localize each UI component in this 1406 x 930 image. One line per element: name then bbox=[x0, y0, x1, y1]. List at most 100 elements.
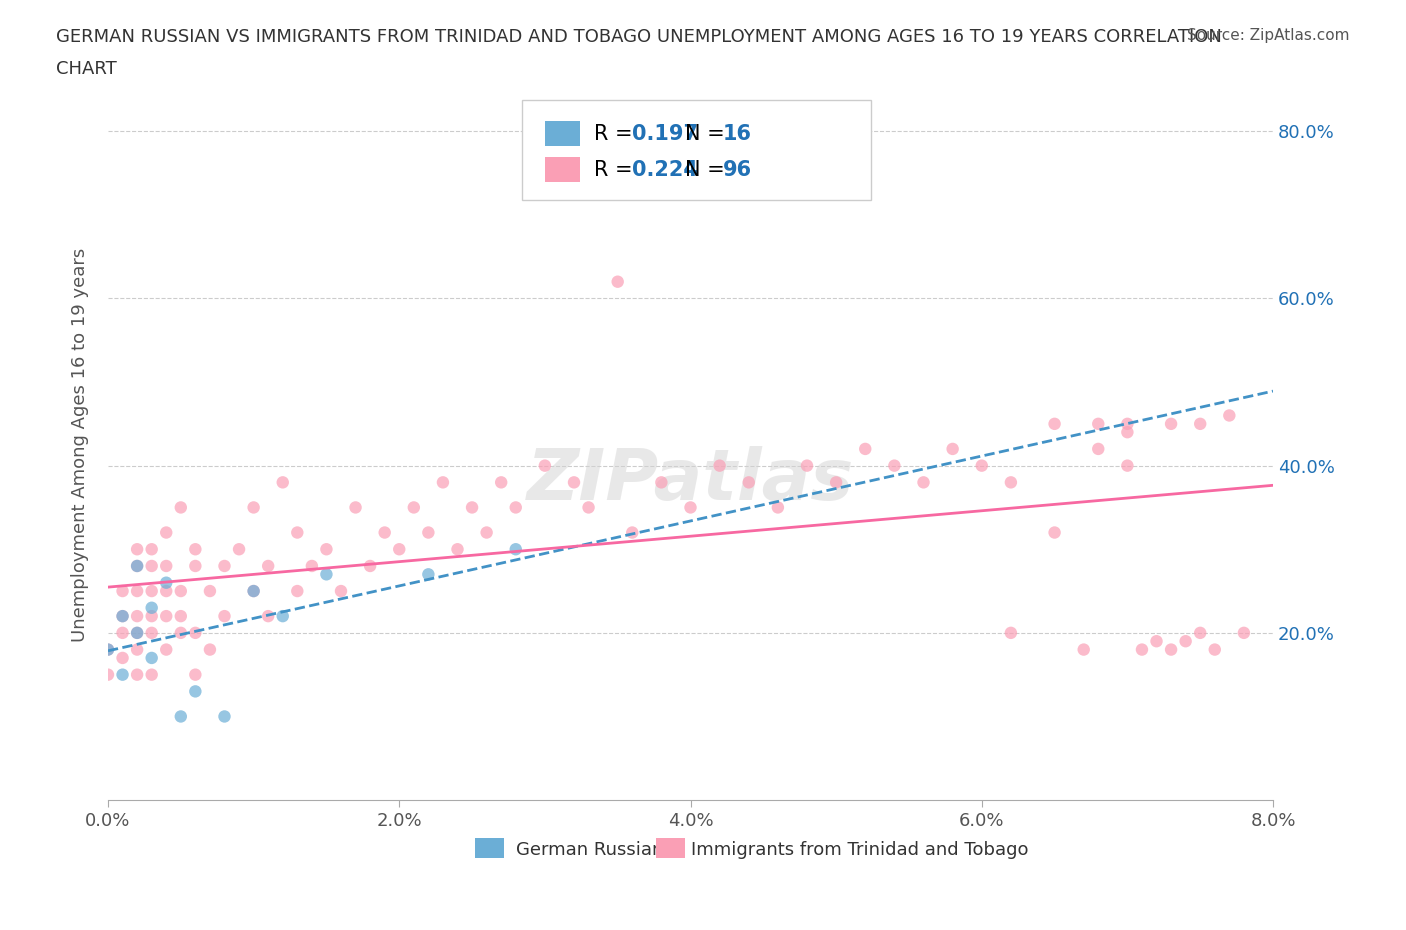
Point bbox=[883, 458, 905, 473]
Text: 0.224: 0.224 bbox=[633, 160, 699, 179]
Text: 16: 16 bbox=[723, 125, 752, 144]
Point bbox=[155, 609, 177, 624]
Point bbox=[141, 601, 163, 616]
Point bbox=[301, 559, 323, 574]
Point bbox=[271, 475, 294, 490]
Point bbox=[709, 458, 731, 473]
Point bbox=[1174, 633, 1197, 648]
Point bbox=[127, 559, 149, 574]
Point bbox=[825, 475, 848, 490]
Point bbox=[475, 525, 498, 540]
Point bbox=[242, 584, 264, 599]
Point bbox=[184, 684, 207, 698]
Point bbox=[621, 525, 644, 540]
Point bbox=[127, 667, 149, 682]
Point bbox=[155, 525, 177, 540]
Point bbox=[97, 642, 120, 657]
Text: Immigrants from Trinidad and Tobago: Immigrants from Trinidad and Tobago bbox=[690, 841, 1028, 858]
Point bbox=[111, 609, 134, 624]
Point bbox=[418, 567, 440, 582]
Point bbox=[1073, 642, 1095, 657]
Point bbox=[1043, 417, 1066, 432]
Point bbox=[1218, 408, 1240, 423]
Point bbox=[388, 542, 411, 557]
Point bbox=[214, 559, 236, 574]
Point bbox=[853, 442, 876, 457]
Text: R =: R = bbox=[593, 125, 640, 144]
Point bbox=[606, 274, 628, 289]
Text: 96: 96 bbox=[723, 160, 752, 179]
Point bbox=[766, 500, 789, 515]
Point bbox=[111, 609, 134, 624]
Text: N =: N = bbox=[685, 160, 731, 179]
Y-axis label: Unemployment Among Ages 16 to 19 years: Unemployment Among Ages 16 to 19 years bbox=[72, 247, 89, 642]
Point bbox=[374, 525, 396, 540]
Point bbox=[127, 609, 149, 624]
FancyBboxPatch shape bbox=[655, 839, 685, 858]
Point bbox=[271, 609, 294, 624]
Point bbox=[184, 542, 207, 557]
Point bbox=[446, 542, 468, 557]
Point bbox=[1043, 525, 1066, 540]
Point bbox=[214, 709, 236, 724]
Point bbox=[184, 667, 207, 682]
Point bbox=[257, 609, 280, 624]
Point bbox=[461, 500, 484, 515]
Point bbox=[562, 475, 585, 490]
Point bbox=[127, 542, 149, 557]
Point bbox=[170, 500, 193, 515]
Point bbox=[141, 609, 163, 624]
Point bbox=[127, 642, 149, 657]
Point bbox=[796, 458, 818, 473]
Point bbox=[242, 584, 264, 599]
Point bbox=[242, 500, 264, 515]
Point bbox=[228, 542, 250, 557]
Point bbox=[257, 559, 280, 574]
Point bbox=[97, 642, 120, 657]
Point bbox=[1116, 425, 1139, 440]
Point bbox=[170, 625, 193, 640]
Point bbox=[141, 650, 163, 665]
Point bbox=[97, 667, 120, 682]
Point bbox=[679, 500, 702, 515]
Point bbox=[1116, 458, 1139, 473]
Point bbox=[141, 584, 163, 599]
Point bbox=[534, 458, 557, 473]
Point bbox=[1204, 642, 1226, 657]
Point bbox=[578, 500, 600, 515]
Point bbox=[432, 475, 454, 490]
Point bbox=[1087, 417, 1109, 432]
Point bbox=[344, 500, 367, 515]
Point bbox=[155, 584, 177, 599]
Point bbox=[155, 642, 177, 657]
Point bbox=[1160, 642, 1182, 657]
Point bbox=[127, 584, 149, 599]
Point bbox=[330, 584, 353, 599]
Point bbox=[1087, 442, 1109, 457]
Point bbox=[285, 525, 308, 540]
Point bbox=[1000, 475, 1022, 490]
Point bbox=[738, 475, 761, 490]
Point bbox=[505, 542, 527, 557]
Text: R =: R = bbox=[593, 160, 640, 179]
Point bbox=[1189, 417, 1212, 432]
Point bbox=[214, 609, 236, 624]
Point bbox=[127, 625, 149, 640]
Point bbox=[198, 642, 221, 657]
Text: CHART: CHART bbox=[56, 60, 117, 78]
Point bbox=[359, 559, 381, 574]
Point bbox=[170, 584, 193, 599]
Point bbox=[1160, 417, 1182, 432]
Point bbox=[127, 625, 149, 640]
Point bbox=[1000, 625, 1022, 640]
Point bbox=[1116, 417, 1139, 432]
Point bbox=[970, 458, 993, 473]
Point bbox=[285, 584, 308, 599]
Point bbox=[111, 625, 134, 640]
Point bbox=[155, 576, 177, 591]
FancyBboxPatch shape bbox=[522, 100, 872, 200]
Text: N =: N = bbox=[685, 125, 731, 144]
Point bbox=[198, 584, 221, 599]
Point bbox=[141, 625, 163, 640]
Point bbox=[942, 442, 965, 457]
